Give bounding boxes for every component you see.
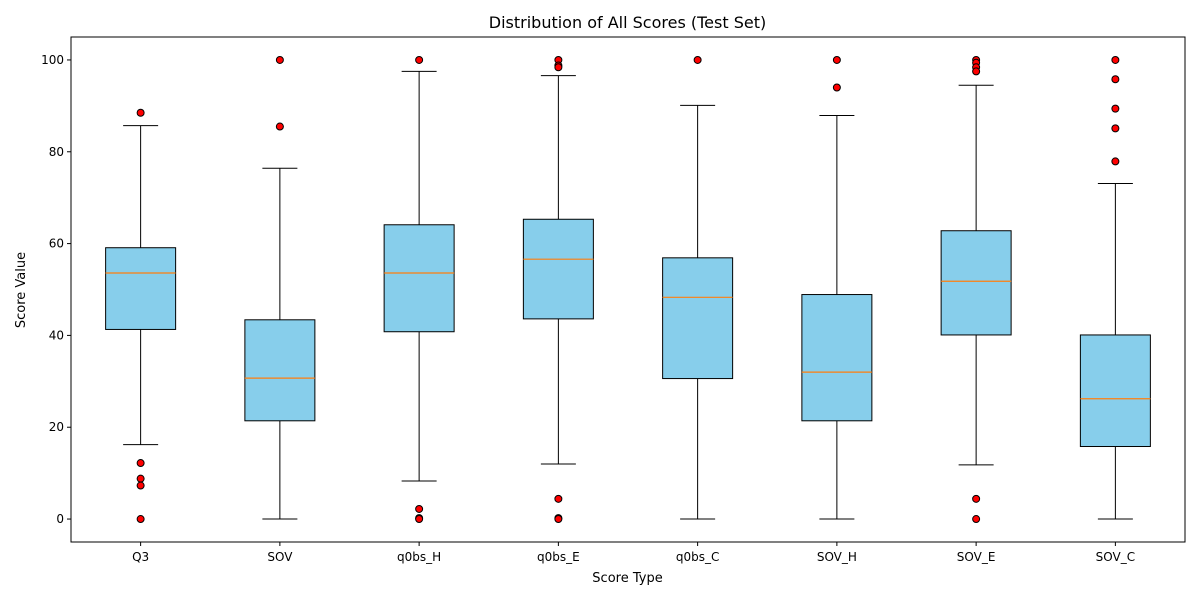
box-group-SOV [244, 55, 316, 520]
iqr-box [244, 319, 316, 422]
x-tick-label: Q3 [132, 550, 149, 564]
iqr-box [383, 224, 455, 333]
y-tick-label: 100 [41, 53, 64, 67]
outlier-point [136, 474, 145, 483]
x-tick-label: SOV_H [817, 550, 857, 564]
box-group-Q3 [105, 108, 177, 524]
outlier-point [693, 55, 702, 64]
y-tick-label: 60 [49, 237, 64, 251]
iqr-box [105, 247, 177, 330]
outlier-point [1111, 124, 1120, 133]
x-tick-label: SOV_C [1096, 550, 1135, 564]
x-axis-label: Score Type [592, 571, 662, 586]
y-tick-label: 80 [49, 145, 64, 159]
iqr-box [662, 257, 734, 380]
iqr-box [522, 218, 594, 320]
outlier-point [136, 481, 145, 490]
x-tick-label: q0bs_E [537, 550, 580, 564]
iqr-box [801, 294, 873, 422]
outlier-point [415, 515, 424, 524]
outlier-point [832, 83, 841, 92]
outlier-point [972, 515, 981, 524]
outlier-point [1111, 75, 1120, 84]
outlier-point [415, 55, 424, 64]
iqr-box [940, 230, 1012, 336]
outlier-point [554, 63, 563, 72]
y-axis-label: Score Value [14, 252, 29, 328]
x-tick-label: SOV [267, 550, 293, 564]
outlier-point [554, 515, 563, 524]
outlier-point [136, 108, 145, 117]
outlier-point [972, 67, 981, 76]
plot-area [70, 36, 1186, 543]
box-group-q0bs_E [522, 55, 594, 524]
box-group-SOV_E [940, 55, 1012, 524]
x-tick-label: q0bs_C [676, 550, 720, 564]
x-axis: Q3 SOV q0bs_H q0bs_E q0bs_C SOV_H SOV_E SOV_C [132, 542, 1135, 564]
x-tick-label: q0bs_H [397, 550, 441, 564]
outlier-point [275, 55, 284, 64]
box-group-q0bs_C [662, 55, 734, 520]
outlier-point [832, 55, 841, 64]
outlier-point [972, 494, 981, 503]
box-group-q0bs_H [383, 55, 455, 524]
y-tick-label: 20 [49, 420, 64, 434]
outlier-point [415, 504, 424, 513]
outlier-point [275, 122, 284, 131]
y-tick-label: 40 [49, 328, 64, 342]
outlier-point [554, 494, 563, 503]
y-tick-label: 0 [56, 512, 64, 526]
outlier-point [1111, 55, 1120, 64]
iqr-box [1079, 334, 1151, 448]
box-group-SOV_C [1079, 55, 1151, 520]
outlier-point [1111, 157, 1120, 166]
outlier-point [1111, 104, 1120, 113]
outlier-point [136, 515, 145, 524]
outlier-point [136, 459, 145, 468]
x-tick-label: SOV_E [957, 550, 996, 564]
chart-title: Distribution of All Scores (Test Set) [489, 13, 766, 32]
box-group-SOV_H [801, 55, 873, 520]
plot-frame [70, 36, 1186, 543]
y-axis: 0 20 40 60 80 100 [41, 53, 71, 526]
